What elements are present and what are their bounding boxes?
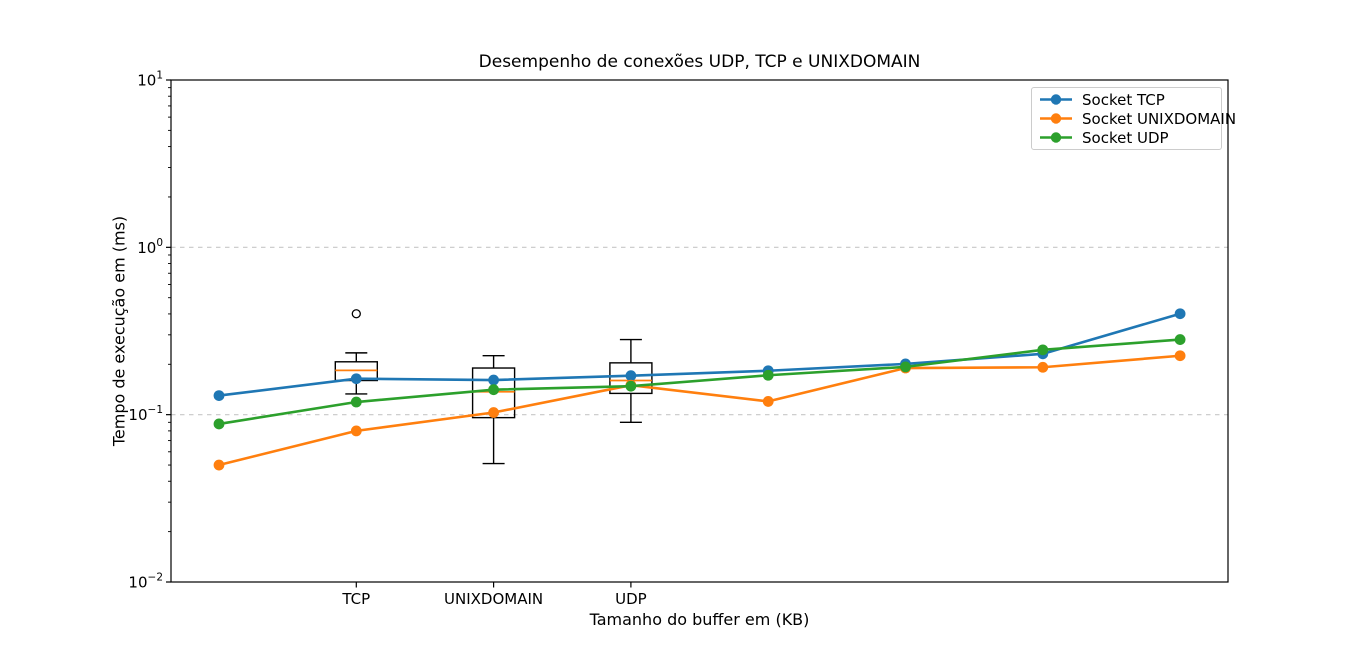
data-point-socket-udp	[1037, 344, 1049, 356]
legend-entry-socket-tcp: Socket TCP	[1039, 90, 1217, 109]
legend-line-marker-icon	[1040, 113, 1072, 124]
data-point-socket-tcp	[213, 390, 225, 402]
x-axis-label: Tamanho do buffer em (KB)	[589, 610, 810, 629]
data-point-socket-unixdomain	[213, 459, 225, 471]
data-point-socket-unixdomain	[488, 407, 499, 418]
series-socket-udp	[213, 334, 1186, 430]
series-socket-unixdomain	[213, 350, 1186, 471]
legend-line-marker-icon	[1040, 94, 1072, 105]
data-point-socket-tcp	[1174, 308, 1186, 320]
plot-border	[170, 79, 1229, 583]
x-tick-label-unixdomain: UNIXDOMAIN	[444, 590, 543, 608]
boxplot-udp	[609, 338, 653, 424]
data-point-socket-unixdomain	[350, 425, 362, 437]
data-point-socket-tcp	[350, 373, 362, 385]
series-line-socket-udp	[218, 338, 1181, 426]
tick-layer: 101 100 10−1 10−2 TCP UNIXDOMAIN UDP	[128, 70, 646, 609]
legend-line-marker-icon	[1040, 132, 1072, 143]
gridline-layer	[171, 246, 1228, 416]
legend-label: Socket TCP	[1082, 90, 1165, 109]
series-layer	[213, 308, 1186, 471]
data-point-socket-udp	[762, 369, 774, 381]
y-tick-label: 10−2	[128, 572, 163, 592]
outlier-marker	[351, 309, 361, 319]
chart-title: Desempenho de conexões UDP, TCP e UNIXDO…	[478, 52, 921, 72]
series-line-socket-unixdomain	[218, 354, 1181, 467]
legend-label: Socket UNIXDOMAIN	[1082, 109, 1237, 128]
legend-entry-socket-unixdomain: Socket UNIXDOMAIN	[1039, 109, 1236, 128]
x-tick-label-udp: UDP	[615, 590, 647, 608]
data-point-socket-udp	[900, 361, 911, 373]
data-point-socket-unixdomain	[1037, 361, 1049, 373]
legend: Socket TCP Socket UNIXDOMAIN Socket UDP	[1031, 87, 1236, 150]
data-point-socket-tcp	[488, 374, 499, 386]
axes-spines	[170, 79, 1229, 583]
x-tick-label-tcp: TCP	[341, 590, 370, 608]
y-tick-label: 10−1	[128, 404, 163, 424]
y-tick-label: 101	[137, 70, 163, 90]
data-point-socket-udp	[350, 396, 362, 408]
data-point-socket-unixdomain	[1174, 350, 1186, 362]
legend-label: Socket UDP	[1082, 128, 1169, 147]
series-line-socket-tcp	[218, 312, 1181, 397]
data-point-socket-udp	[488, 384, 499, 396]
y-tick-label: 100	[137, 237, 163, 257]
legend-entry-socket-udp: Socket UDP	[1039, 128, 1217, 147]
data-point-socket-unixdomain	[762, 396, 774, 407]
data-point-socket-udp	[213, 418, 225, 430]
box-iqr	[609, 362, 653, 395]
y-axis-label: Tempo de execução em (ms)	[109, 215, 129, 447]
series-socket-tcp	[213, 308, 1186, 402]
data-point-socket-tcp	[625, 370, 637, 382]
data-point-socket-udp	[625, 380, 637, 392]
data-point-socket-udp	[1174, 334, 1186, 345]
